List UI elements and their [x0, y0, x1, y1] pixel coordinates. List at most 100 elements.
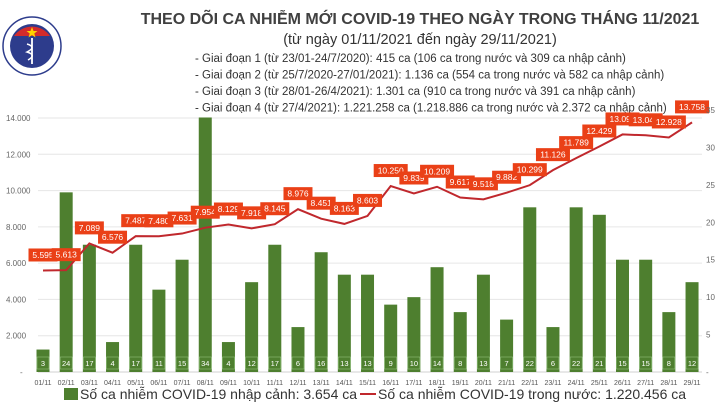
- bar-value-label: 17: [85, 359, 93, 368]
- x-tick-label: 26/11: [614, 380, 631, 387]
- line-value-label: 9.518: [473, 179, 495, 189]
- x-tick-label: 16/11: [382, 380, 399, 387]
- bar-02/11: [59, 192, 73, 372]
- line-value-label: 8.145: [264, 204, 286, 214]
- x-tick-label: 17/11: [405, 380, 422, 387]
- x-tick-label: 18/11: [429, 380, 446, 387]
- bar-label-box: [268, 356, 282, 370]
- note-line: - Giai đoạn 2 (từ 25/7/2020-27/01/2021):…: [195, 70, 664, 82]
- line-label-box: [535, 148, 570, 162]
- line-value-label: 13.758: [679, 102, 705, 112]
- bar-label-box: [593, 356, 606, 370]
- line-label-box: [144, 214, 174, 228]
- bar-value-label: 8: [667, 359, 671, 368]
- x-tick-label: 28/11: [660, 380, 677, 387]
- line-value-label: 5.595: [32, 250, 54, 260]
- line-label-box: [51, 248, 81, 262]
- line-label-box: [675, 100, 710, 114]
- bar-value-label: 7: [505, 359, 509, 368]
- bar-value-label: 13: [340, 359, 348, 368]
- bar-14/11: [337, 274, 351, 372]
- line-value-label: 9.617: [450, 177, 472, 187]
- bar-value-label: 11: [155, 359, 163, 368]
- x-tick-label: 27/11: [637, 380, 654, 387]
- bar-20/11: [476, 274, 490, 372]
- bar-value-label: 4: [226, 359, 230, 368]
- line-value-label: 12.429: [586, 126, 612, 136]
- bar-label-box: [291, 356, 305, 370]
- line-label-box: [329, 201, 359, 215]
- line-label-box: [445, 175, 475, 189]
- x-tick-label: 20/11: [475, 380, 492, 387]
- right-tick-label: 15: [706, 256, 715, 265]
- bar-05/11: [129, 244, 143, 372]
- bar-label-box: [685, 356, 699, 370]
- line-label-box: [420, 164, 455, 178]
- bar-value-label: 6: [551, 359, 555, 368]
- left-tick-label: 8.000: [6, 223, 27, 232]
- x-tick-label: 07/11: [174, 380, 191, 387]
- bar-label-box: [198, 356, 212, 370]
- bar-value-label: 15: [618, 359, 626, 368]
- x-tick-label: 19/11: [452, 380, 469, 387]
- bar-value-label: 22: [572, 359, 580, 368]
- line-value-label: 7.480: [148, 216, 170, 226]
- bar-25/11: [592, 214, 606, 372]
- bar-label-box: [500, 356, 513, 370]
- x-tick-label: 09/11: [220, 380, 237, 387]
- x-tick-label: 25/11: [591, 380, 608, 387]
- bar-label-box: [106, 356, 119, 370]
- bar-label-box: [662, 356, 676, 370]
- bar-label-box: [129, 356, 143, 370]
- bar-22/11: [523, 207, 537, 372]
- bar-15/11: [361, 274, 375, 372]
- bar-label-box: [384, 356, 398, 370]
- right-tick-label: 35: [706, 106, 715, 115]
- line-value-label: 7.089: [79, 223, 101, 233]
- bar-10/11: [245, 282, 259, 372]
- bar-label-box: [338, 356, 351, 370]
- x-tick-label: 01/11: [35, 380, 52, 387]
- bar-label-box: [36, 356, 50, 370]
- line-value-label: 8.603: [357, 195, 379, 205]
- bar-value-label: 22: [526, 359, 534, 368]
- bar-13/11: [314, 252, 328, 372]
- x-tick-label: 29/11: [684, 380, 701, 387]
- right-tick-label: 10: [706, 293, 715, 302]
- bar-value-label: 12: [247, 359, 255, 368]
- bar-03/11: [82, 244, 96, 372]
- line-label-box: [190, 205, 220, 219]
- left-tick-label: 14.000: [6, 114, 31, 123]
- legend-bar-swatch: [64, 388, 78, 400]
- line-value-label: 13.094: [610, 114, 636, 124]
- line-label-box: [28, 248, 58, 262]
- line-value-label: 11.126: [540, 150, 566, 160]
- bar-value-label: 9: [389, 359, 393, 368]
- bar-value-label: 15: [178, 359, 186, 368]
- bar-value-label: 12: [688, 359, 696, 368]
- line-label-box: [121, 214, 151, 228]
- left-tick-label: -: [20, 368, 23, 377]
- x-tick-label: 15/11: [359, 380, 376, 387]
- right-tick-label: -: [706, 368, 709, 377]
- legend-bar-label: Số ca nhiễm COVID-19 nhập cảnh: 3.654 ca: [80, 386, 357, 402]
- note-line: - Giai đoạn 3 (từ 28/01-26/4/2021): 1.30…: [195, 86, 636, 98]
- bar-value-label: 6: [296, 359, 300, 368]
- line-value-label: 10.209: [424, 166, 450, 176]
- bar-label-box: [222, 356, 235, 370]
- right-tick-label: 20: [706, 218, 715, 227]
- x-tick-label: 04/11: [104, 380, 121, 387]
- bar-label-box: [523, 356, 537, 370]
- line-label-box: [306, 196, 336, 210]
- bar-07/11: [175, 259, 189, 372]
- bar-value-label: 24: [62, 359, 70, 368]
- line-label-box: [651, 115, 686, 129]
- line-value-label: 8.163: [334, 203, 356, 213]
- line-label-box: [559, 136, 594, 150]
- left-tick-label: 4.000: [6, 295, 27, 304]
- line-label-box: [74, 221, 104, 235]
- x-tick-label: 21/11: [498, 380, 515, 387]
- bar-06/11: [152, 289, 166, 372]
- bar-value-label: 17: [271, 359, 279, 368]
